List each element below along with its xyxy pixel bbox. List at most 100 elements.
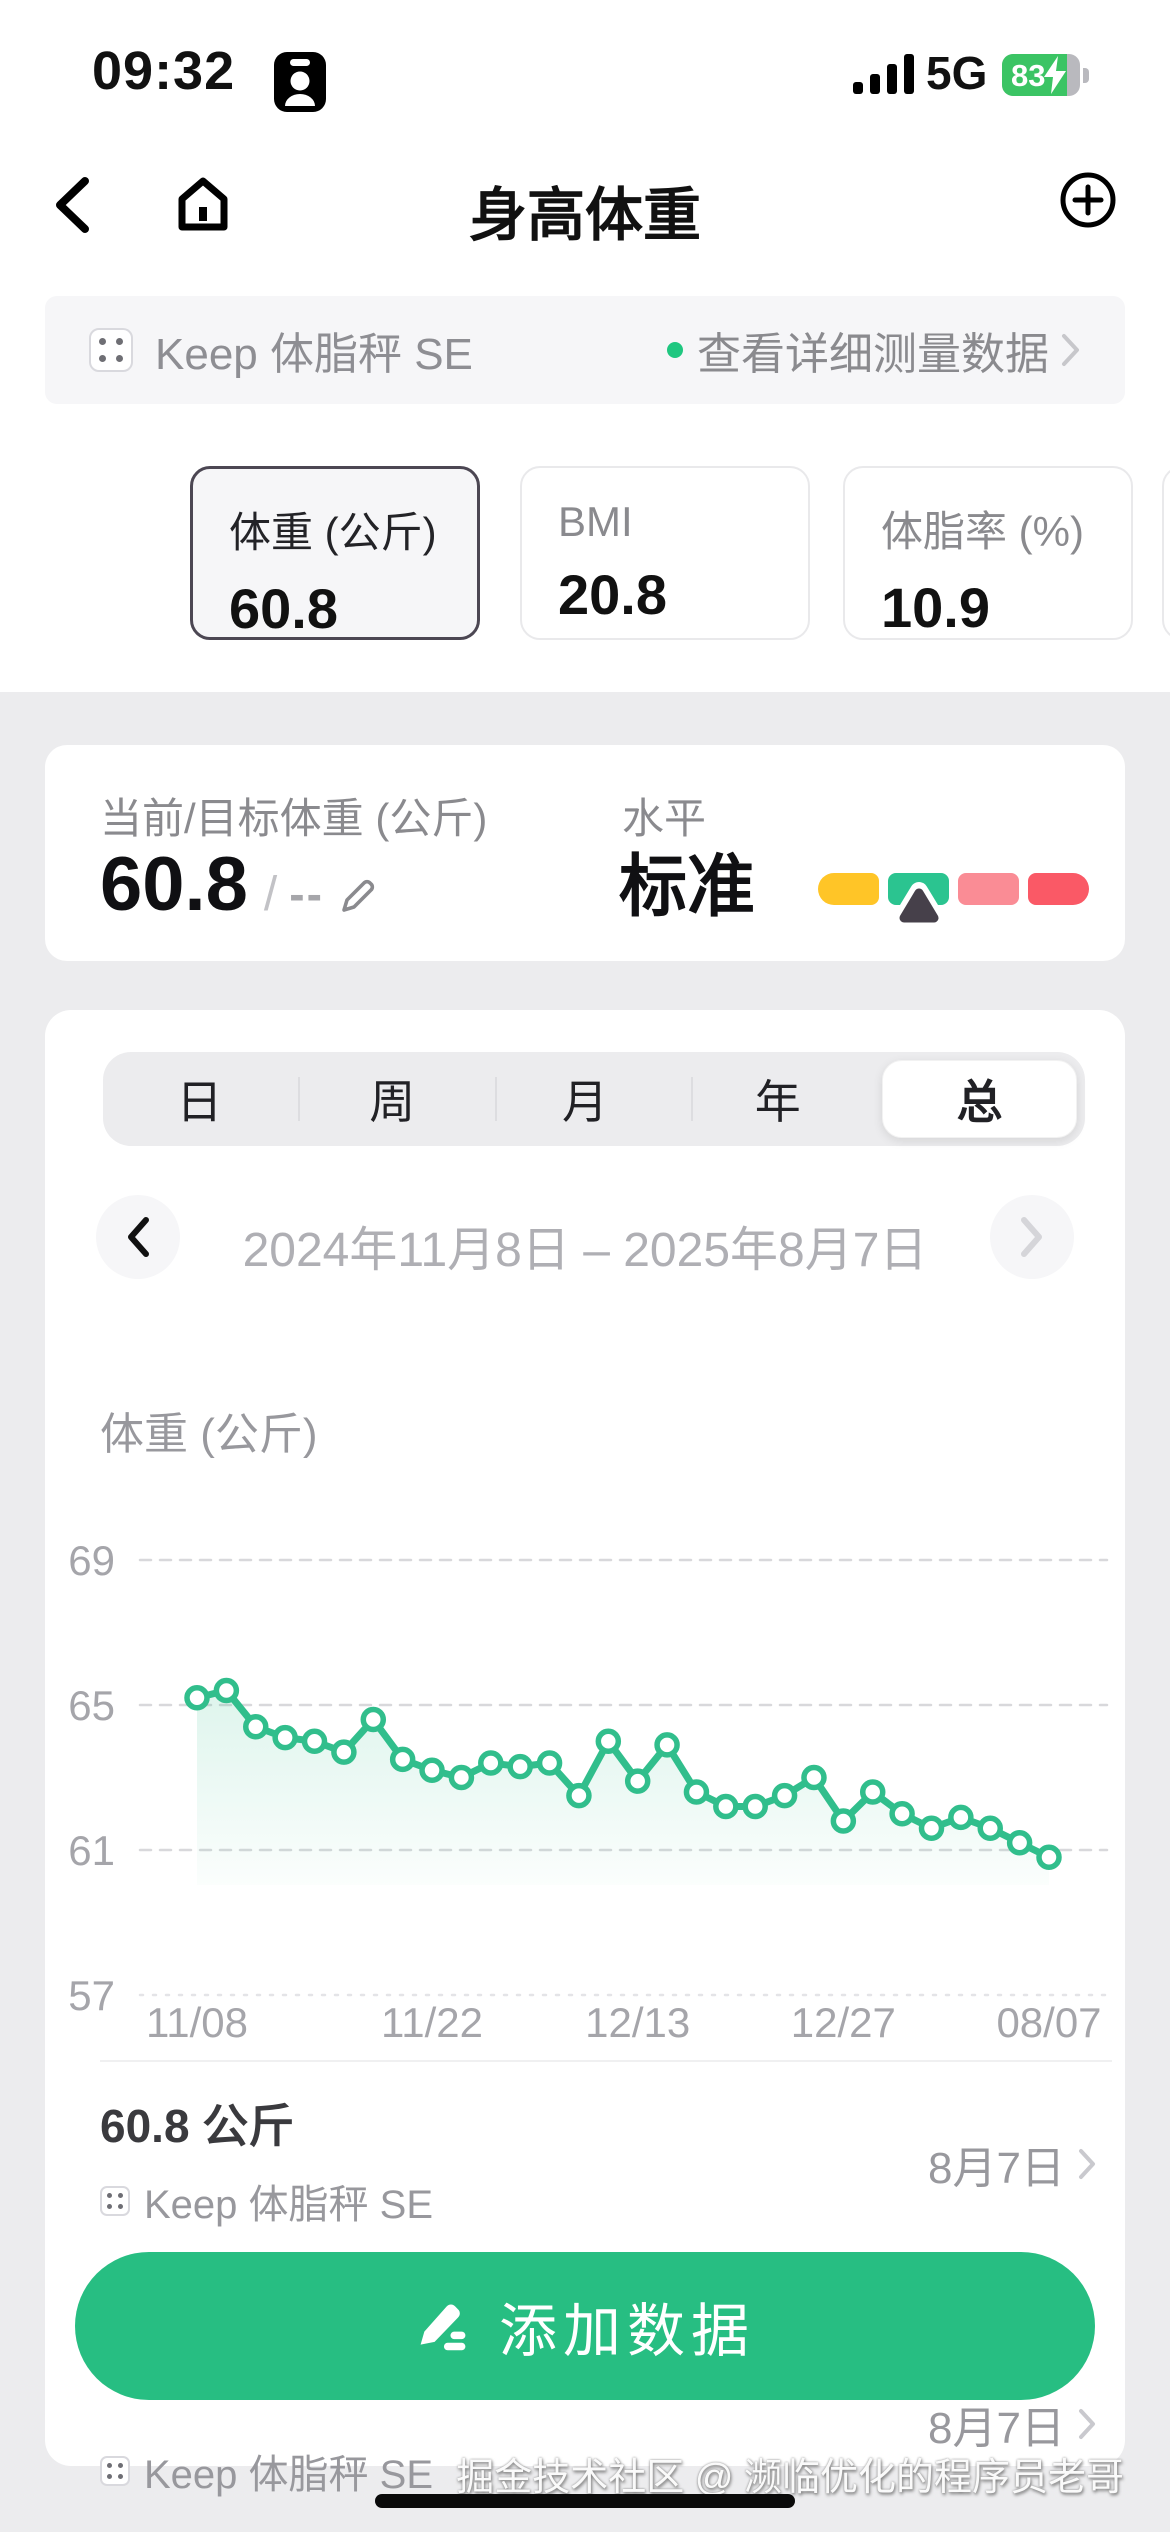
chevron-right-icon: [1079, 2149, 1095, 2179]
chart-point-28: [1006, 1830, 1033, 1856]
metric-card-value: 60.8: [229, 577, 338, 640]
period-tabs: 日周月年总: [103, 1052, 1085, 1146]
device-name: Keep 体脂秤 SE: [155, 330, 473, 379]
watermark-text: 掘金技术社区 @ 濒临优化的程序员老哥: [456, 2457, 1124, 2499]
tab-separator: [298, 1077, 301, 1121]
chart-point-5: [331, 1739, 357, 1765]
add-data-button[interactable]: 添加数据: [75, 2252, 1095, 2400]
chart-point-24: [889, 1801, 915, 1827]
scale-device-icon: [100, 2456, 130, 2486]
x-tick-12/27: 12/27: [791, 1999, 896, 2046]
chart-point-4: [301, 1728, 328, 1754]
chart-point-12: [536, 1750, 563, 1776]
chart-point-6: [360, 1706, 387, 1733]
chart-point-14: [595, 1728, 622, 1754]
chart-point-13: [566, 1782, 592, 1809]
metric-card-value: 20.8: [558, 563, 667, 626]
level-value: 标准: [619, 849, 756, 925]
view-details-link[interactable]: 查看详细测量数据: [697, 330, 1049, 379]
chart-point-10: [478, 1750, 504, 1776]
period-tab-周[interactable]: 周: [369, 1076, 416, 1128]
chart-title: 体重 (公斤): [100, 1410, 318, 1459]
chart-point-22: [830, 1808, 857, 1834]
battery-percent: 83: [1011, 58, 1046, 93]
back-icon[interactable]: [52, 176, 92, 234]
metric-card-label: 体重 (公斤): [229, 509, 437, 556]
metric-card-1[interactable]: BMI 20.8: [520, 466, 810, 640]
metric-card-2[interactable]: 体脂率 (%) 10.9: [843, 466, 1133, 640]
home-icon[interactable]: [176, 174, 230, 234]
record-date: 8月7日: [928, 2392, 1097, 2456]
battery-cap: [1083, 68, 1089, 83]
record-row-0[interactable]: 60.8 公斤 Keep 体脂秤 SE 8月7日: [45, 2082, 1125, 2247]
list-divider: [100, 2060, 1112, 2062]
chart-point-0: [184, 1685, 210, 1711]
status-time: 09:32: [92, 41, 236, 101]
device-banner[interactable]: Keep 体脂秤 SE 查看详细测量数据: [45, 296, 1125, 404]
y-tick-65: 65: [68, 1682, 115, 1729]
period-tab-月[interactable]: 月: [561, 1076, 608, 1128]
chart-point-20: [771, 1782, 798, 1809]
connected-dot: [667, 342, 683, 358]
level-segment-3: [1028, 873, 1089, 905]
chart-point-9: [448, 1764, 475, 1791]
current-target-card: 当前/目标体重 (公斤) 60.8 / -- 水平 标准: [45, 745, 1125, 961]
battery-indicator: 83: [1002, 54, 1080, 96]
record-row-1[interactable]: Keep 体脂秤 SE 8月7日: [45, 2352, 1125, 2497]
chart-point-1: [213, 1677, 240, 1704]
level-scale-bars: [818, 873, 1089, 905]
home-indicator[interactable]: [375, 2494, 795, 2508]
network-type-label: 5G: [926, 47, 988, 99]
chart-point-29: [1036, 1844, 1062, 1870]
chart-point-18: [713, 1793, 739, 1820]
chart-point-8: [419, 1757, 445, 1783]
level-segment-0: [818, 873, 879, 905]
x-tick-11/22: 11/22: [381, 1999, 483, 2046]
current-weight-value: 60.8: [100, 842, 248, 927]
period-tab-日[interactable]: 日: [176, 1076, 223, 1128]
add-data-label: 添加数据: [498, 2299, 755, 2364]
chevron-left-icon: [128, 1217, 149, 1257]
y-tick-57: 57: [68, 1972, 115, 2019]
next-period-button[interactable]: [990, 1195, 1074, 1279]
chart-point-19: [742, 1793, 768, 1820]
edit-target-icon[interactable]: [340, 878, 376, 914]
chart-point-27: [977, 1815, 1003, 1841]
metric-card-partial[interactable]: [1162, 466, 1170, 640]
chart-point-26: [948, 1804, 974, 1831]
record-date-label: 8月7日: [928, 2404, 1065, 2453]
period-tab-年[interactable]: 年: [754, 1076, 801, 1128]
signal-strength-icon: [853, 54, 914, 94]
record-source-name: Keep 体脂秤 SE: [144, 2183, 434, 2227]
y-tick-61: 61: [68, 1827, 115, 1874]
chart-point-7: [389, 1746, 416, 1773]
chart-area-fill: [197, 1690, 1049, 1885]
metric-card-label: BMI: [558, 498, 633, 545]
period-tab-总[interactable]: 总: [882, 1060, 1077, 1138]
chevron-right-icon: [1062, 334, 1079, 366]
current-target-values: 60.8 / --: [100, 841, 376, 928]
pencil-add-icon: [420, 2304, 466, 2351]
record-source-name: Keep 体脂秤 SE: [144, 2453, 434, 2497]
weight-trend-chart[interactable]: 69 65 61 57 11/08 11/22 12/13 12/27 08/07: [45, 1380, 1125, 2080]
device-banner-action[interactable]: 查看详细测量数据: [667, 318, 1081, 382]
chart-point-15: [624, 1768, 651, 1794]
level-segment-2: [958, 873, 1019, 905]
prev-period-button[interactable]: [96, 1195, 180, 1279]
chart-point-3: [272, 1724, 298, 1751]
date-range-label: 2024年11月8日 – 2025年8月7日: [242, 1224, 928, 1277]
record-date: 8月7日: [928, 2132, 1097, 2196]
tab-separator: [494, 1077, 497, 1121]
tab-separator: [691, 1077, 694, 1121]
charging-bolt-icon: [1044, 56, 1066, 94]
scale-device-icon: [100, 2186, 130, 2216]
x-tick-11/08: 11/08: [146, 1999, 248, 2046]
level-pointer-icon: [893, 882, 945, 928]
metric-card-label: 体脂率 (%): [881, 508, 1084, 555]
record-source: Keep 体脂秤 SE: [100, 2172, 433, 2230]
scale-device-icon: [89, 328, 133, 372]
add-icon[interactable]: [1058, 170, 1118, 230]
chevron-right-icon: [1021, 1217, 1042, 1257]
metric-card-0[interactable]: 体重 (公斤) 60.8: [190, 466, 480, 640]
x-tick-12/13: 12/13: [585, 1999, 690, 2046]
